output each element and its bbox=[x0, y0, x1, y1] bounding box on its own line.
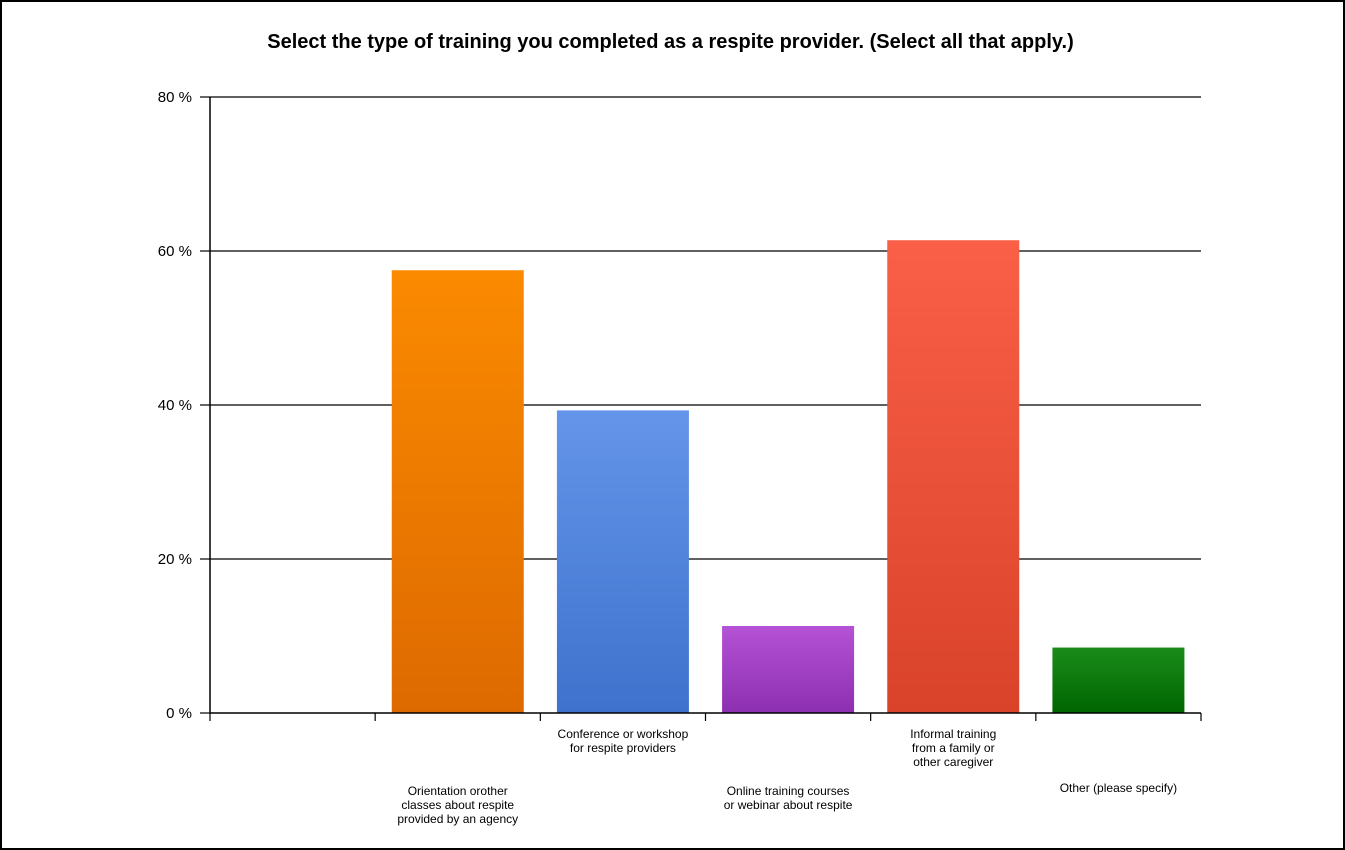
y-tick-label: 60 % bbox=[158, 243, 192, 260]
y-tick-label: 80 % bbox=[158, 89, 192, 106]
x-tick-label: Conference or workshop for respite provid… bbox=[558, 727, 689, 755]
chart-title: Select the type of training you complete… bbox=[267, 31, 1074, 53]
x-tick-label: Informal training from a family or other c… bbox=[910, 727, 996, 769]
x-tick-label: Orientation orother classes about respite… bbox=[397, 784, 518, 826]
bar bbox=[1052, 647, 1185, 713]
bar bbox=[391, 270, 524, 713]
y-tick-label: 40 % bbox=[158, 397, 192, 414]
axes bbox=[200, 96, 1202, 721]
labels: 0 % 20 % 40 % 60 % 80 % Orientation orother cl… bbox=[158, 89, 1177, 826]
gridlines bbox=[210, 96, 1201, 560]
x-tick-label: Online training courses or webinar about … bbox=[724, 784, 853, 812]
bar bbox=[887, 240, 1020, 713]
bar bbox=[556, 410, 689, 713]
y-tick-label: 20 % bbox=[158, 551, 192, 568]
bar bbox=[722, 625, 855, 713]
y-tick-label: 0 % bbox=[166, 705, 192, 722]
x-tick-label: Other (please specify) bbox=[1060, 781, 1177, 795]
bars bbox=[391, 240, 1185, 713]
